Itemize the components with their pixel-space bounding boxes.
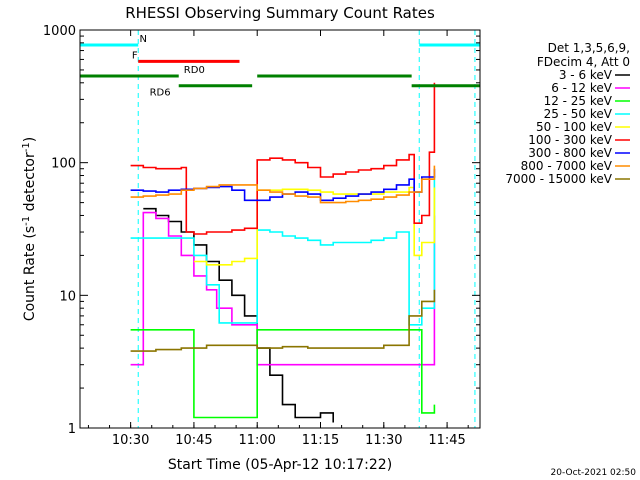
state-bar-label-1: F bbox=[132, 50, 138, 61]
y-axis-label-main: Count Rate (s bbox=[22, 226, 38, 321]
plot-frame bbox=[79, 29, 481, 429]
series-layer bbox=[130, 82, 436, 423]
y-tick-label-3: 1000 bbox=[43, 24, 76, 39]
chart-title: RHESSI Observing Summary Count Rates bbox=[125, 4, 435, 22]
legend: Det 1,3,5,6,9, FDecim 4, Att 0 3 - 6 keV… bbox=[505, 41, 630, 186]
series-line-6 bbox=[130, 168, 436, 202]
x-axis-label: Start Time (05-Apr-12 10:17:22) bbox=[168, 457, 392, 473]
legend-label-1: 6 - 12 keV bbox=[551, 81, 613, 95]
legend-label-7: 800 - 7000 keV bbox=[521, 159, 613, 173]
x-tick-label-0: 10:30 bbox=[112, 433, 149, 448]
y-axis-ticks: 1 10 100 1000 bbox=[43, 24, 480, 437]
legend-label-0: 3 - 6 keV bbox=[559, 68, 613, 82]
y-tick-label-2: 100 bbox=[51, 157, 76, 172]
series-line-5 bbox=[130, 82, 436, 235]
series-line-8 bbox=[130, 289, 436, 352]
y-axis-label-sup1: -1 bbox=[21, 216, 32, 226]
legend-label-2: 12 - 25 keV bbox=[544, 94, 613, 108]
legend-label-4: 50 - 100 keV bbox=[536, 120, 613, 134]
y-tick-label-0: 1 bbox=[68, 422, 76, 437]
x-axis-ticks: 10:30 10:45 11:00 11:15 11:30 11:45 bbox=[87, 30, 469, 448]
legend-label-5: 100 - 300 keV bbox=[528, 133, 612, 147]
x-tick-label-4: 11:30 bbox=[365, 433, 402, 448]
series-line-0 bbox=[143, 207, 334, 423]
y-axis-label-mid: detector bbox=[22, 152, 38, 216]
footer-date: 20-Oct-2021 02:50 bbox=[551, 468, 637, 478]
x-tick-label-5: 11:45 bbox=[428, 433, 465, 448]
series-line-7 bbox=[130, 165, 436, 204]
x-tick-label-1: 10:45 bbox=[175, 433, 212, 448]
legend-label-3: 25 - 50 keV bbox=[544, 107, 613, 121]
state-bar-label-3: RD6 bbox=[150, 88, 171, 99]
series-line-4 bbox=[193, 186, 436, 266]
x-tick-label-2: 11:00 bbox=[238, 433, 275, 448]
y-axis-label-sup2: -1 bbox=[21, 142, 32, 152]
x-tick-label-3: 11:15 bbox=[302, 433, 339, 448]
vertical-time-markers bbox=[137, 30, 476, 428]
y-axis-label-end: ) bbox=[22, 137, 38, 142]
y-axis-label: Count Rate (s-1 detector-1) bbox=[21, 137, 38, 321]
legend-header-line-2: FDecim 4, Att 0 bbox=[537, 55, 630, 69]
legend-label-6: 300 - 800 keV bbox=[528, 146, 612, 160]
attenuator-state-bars: NF RD0 RD6 bbox=[80, 34, 480, 99]
series-line-2 bbox=[130, 329, 436, 419]
y-tick-label-1: 10 bbox=[59, 289, 76, 304]
legend-header-line-1: Det 1,3,5,6,9, bbox=[548, 41, 630, 55]
legend-label-8: 7000 - 15000 keV bbox=[505, 172, 612, 186]
series-line-1 bbox=[130, 211, 436, 366]
state-bar-label-0: N bbox=[139, 34, 146, 45]
series-line-3 bbox=[130, 175, 436, 326]
state-bar-label-2: RD0 bbox=[184, 65, 205, 76]
